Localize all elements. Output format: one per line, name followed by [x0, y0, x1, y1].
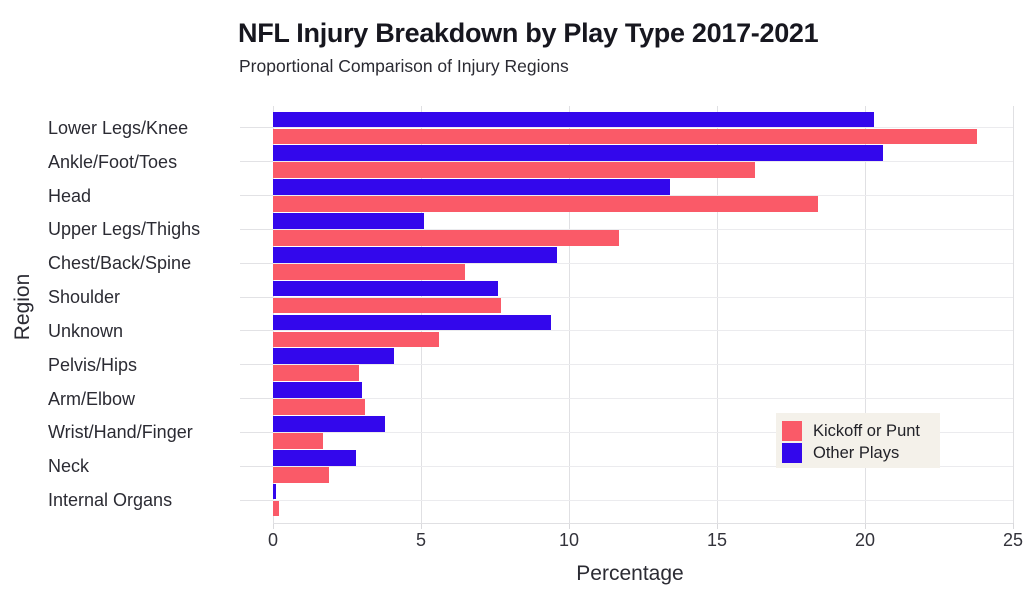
- grid-line-horizontal: [273, 465, 1013, 467]
- x-tick-label: 15: [706, 530, 728, 550]
- x-tick-mark: [864, 523, 866, 529]
- y-tick-label: Ankle/Foot/Toes: [48, 151, 178, 172]
- grid-line-horizontal: [273, 127, 1013, 129]
- bar-other-plays-upper-legs-thighs: [273, 213, 424, 229]
- bar-other-plays-unknown: [273, 314, 552, 331]
- grid-line-horizontal: [273, 398, 1013, 400]
- y-tick-label: Pelvis/Hips: [48, 354, 138, 375]
- y-tick-mark: [240, 499, 273, 501]
- bar-kickoff-or-punt-unknown: [273, 331, 439, 348]
- y-tick-label: Upper Legs/Thighs: [48, 219, 201, 240]
- legend-swatch-kickoff-or-punt: [782, 421, 802, 441]
- bar-other-plays-ankle-foot-toes: [273, 145, 883, 162]
- y-tick-mark: [240, 127, 273, 129]
- grid-line-vertical: [1012, 106, 1014, 523]
- chart-subtitle: Proportional Comparison of Injury Region…: [239, 56, 569, 76]
- bar-other-plays-chest-back-spine: [273, 246, 558, 263]
- bar-other-plays-head: [273, 179, 670, 195]
- plot-area: [240, 106, 1014, 529]
- bar-kickoff-or-punt-arm-elbow: [273, 399, 365, 415]
- bar-kickoff-or-punt-ankle-foot-toes: [273, 162, 756, 179]
- bar-other-plays-lower-legs-knee: [273, 111, 874, 128]
- y-tick-mark: [240, 330, 273, 332]
- grid-line-horizontal: [273, 228, 1013, 230]
- grid-line-vertical: [272, 106, 274, 523]
- bar-other-plays-neck: [273, 449, 356, 466]
- bar-other-plays-internal-organs: [273, 483, 276, 500]
- y-tick-mark: [240, 364, 273, 366]
- y-tick-mark: [240, 262, 273, 264]
- y-tick-label: Head: [48, 185, 92, 206]
- y-tick-mark: [240, 195, 273, 197]
- bar-other-plays-pelvis-hips: [273, 348, 395, 365]
- bar-other-plays-wrist-hand-finger: [273, 416, 386, 432]
- grid-line-vertical: [420, 106, 422, 523]
- x-axis-line: [273, 523, 1013, 524]
- x-tick-label: 5: [415, 530, 426, 550]
- bar-kickoff-or-punt-lower-legs-knee: [273, 128, 978, 145]
- bar-kickoff-or-punt-shoulder: [273, 297, 501, 314]
- x-tick-mark: [272, 523, 274, 529]
- bar-other-plays-arm-elbow: [273, 382, 362, 398]
- grid-line-horizontal: [273, 431, 1013, 433]
- grid-line-vertical: [568, 106, 570, 523]
- legend-item-kickoff-or-punt: Kickoff or Punt: [782, 421, 940, 441]
- bar-kickoff-or-punt-wrist-hand-finger: [273, 433, 324, 449]
- legend: Kickoff or Punt Other Plays: [776, 413, 940, 468]
- bar-other-plays-shoulder: [273, 280, 498, 297]
- legend-item-other-plays: Other Plays: [782, 443, 940, 463]
- y-tick-label: Lower Legs/Knee: [48, 117, 189, 138]
- y-tick-mark: [240, 398, 273, 400]
- legend-swatch-other-plays: [782, 443, 802, 463]
- x-tick-mark: [1012, 523, 1014, 529]
- x-tick-label: 20: [854, 530, 876, 550]
- legend-label-other-plays: Other Plays: [813, 443, 900, 462]
- grid-line-vertical: [864, 106, 866, 523]
- grid-line-vertical: [716, 106, 718, 523]
- bar-kickoff-or-punt-head: [273, 196, 818, 212]
- x-tick-label: 10: [558, 530, 580, 550]
- grid-line-horizontal: [273, 262, 1013, 264]
- grid-line-horizontal: [273, 499, 1013, 501]
- y-tick-label: Chest/Back/Spine: [48, 253, 192, 274]
- bar-kickoff-or-punt-upper-legs-thighs: [273, 230, 620, 246]
- y-tick-mark: [240, 228, 273, 230]
- y-axis-title: Region: [11, 273, 34, 341]
- grid-line-horizontal: [273, 296, 1013, 298]
- y-tick-label: Unknown: [48, 320, 124, 341]
- x-tick-label: 25: [1002, 530, 1024, 550]
- y-tick-label: Shoulder: [48, 287, 121, 308]
- y-tick-mark: [240, 296, 273, 298]
- bar-kickoff-or-punt-internal-organs: [273, 500, 279, 517]
- grid-line-horizontal: [273, 364, 1013, 366]
- x-tick-label: 0: [267, 530, 278, 550]
- y-tick-label: Internal Organs: [48, 490, 173, 511]
- y-tick-mark: [240, 161, 273, 163]
- y-tick-mark: [240, 431, 273, 433]
- x-axis-title: Percentage: [576, 562, 684, 585]
- y-tick-mark: [240, 465, 273, 467]
- grid-line-horizontal: [273, 195, 1013, 197]
- bar-kickoff-or-punt-neck: [273, 466, 330, 483]
- chart-title: NFL Injury Breakdown by Play Type 2017-2…: [238, 18, 819, 48]
- x-tick-mark: [568, 523, 570, 529]
- y-tick-label: Arm/Elbow: [48, 388, 136, 409]
- bar-kickoff-or-punt-chest-back-spine: [273, 263, 466, 280]
- bar-kickoff-or-punt-pelvis-hips: [273, 365, 359, 382]
- grid-line-horizontal: [273, 161, 1013, 163]
- y-tick-label: Neck: [48, 456, 90, 477]
- legend-label-kickoff-or-punt: Kickoff or Punt: [813, 421, 921, 440]
- y-tick-label: Wrist/Hand/Finger: [48, 422, 193, 443]
- x-tick-mark: [420, 523, 422, 529]
- x-tick-mark: [716, 523, 718, 529]
- grid-line-horizontal: [273, 330, 1013, 332]
